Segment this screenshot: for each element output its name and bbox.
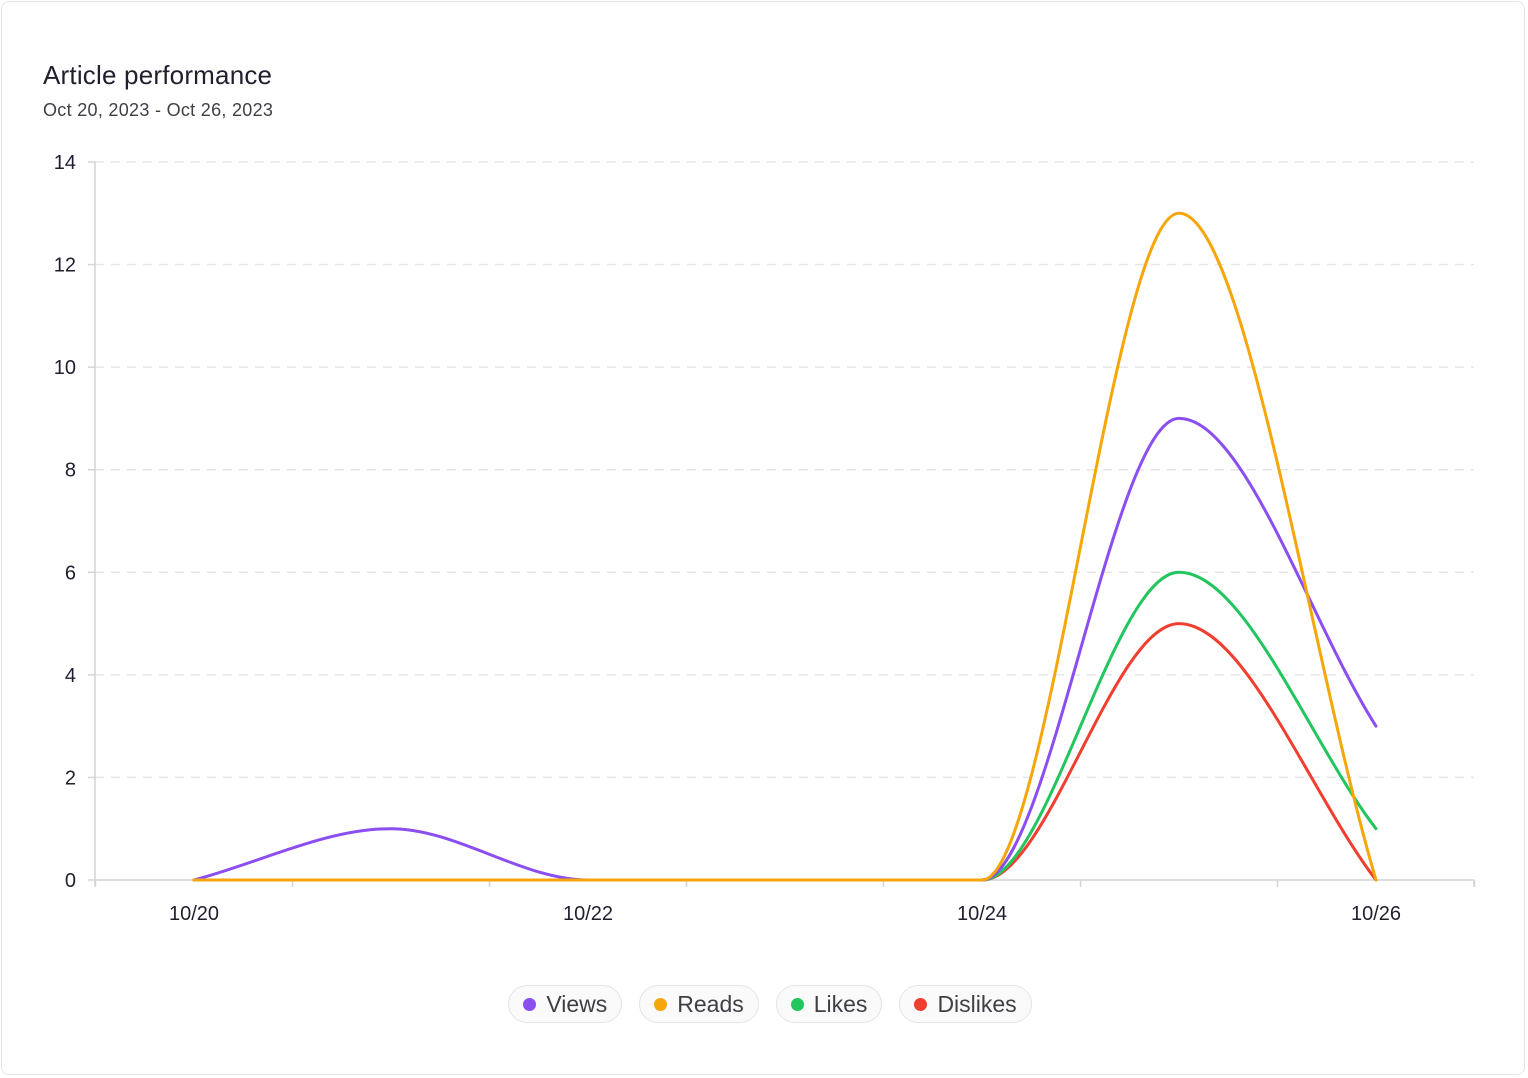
legend-dot-icon — [523, 997, 537, 1011]
series-line-dislikes — [192, 622, 1378, 882]
grid-lines — [95, 161, 1474, 779]
series-lines — [192, 211, 1378, 882]
x-tick-label: 10/20 — [169, 903, 219, 925]
y-tick-label: 0 — [65, 870, 76, 892]
legend-item-views[interactable]: Views — [508, 985, 623, 1023]
axes: 0 2 4 6 8 10 12 14 10/20 10/22 10/24 10/26 — [54, 152, 1476, 925]
y-tick-label: 8 — [65, 460, 76, 482]
series-line-reads — [192, 211, 1378, 882]
y-tick-label: 2 — [65, 767, 76, 789]
chart-legend: Views Reads Likes Dislikes — [0, 985, 1528, 1023]
legend-item-likes[interactable]: Likes — [775, 985, 883, 1023]
x-tick-label: 10/26 — [1351, 903, 1401, 925]
y-tick-label: 10 — [54, 357, 76, 379]
y-tick-label: 4 — [65, 665, 76, 687]
legend-label: Reads — [677, 990, 744, 1017]
legend-dot-icon — [790, 997, 804, 1011]
legend-item-dislikes[interactable]: Dislikes — [899, 985, 1032, 1023]
legend-dot-icon — [654, 997, 668, 1011]
legend-item-reads[interactable]: Reads — [639, 985, 759, 1023]
date-range: Oct 20, 2023 - Oct 26, 2023 — [43, 100, 274, 120]
x-tick-label: 10/24 — [957, 903, 1007, 925]
series-line-views — [192, 416, 1378, 882]
legend-label: Dislikes — [937, 990, 1017, 1017]
legend-label: Likes — [813, 990, 868, 1017]
y-tick-label: 14 — [54, 152, 76, 174]
legend-dot-icon — [914, 997, 928, 1011]
y-tick-label: 6 — [65, 562, 76, 584]
series-line-likes — [192, 570, 1378, 882]
x-tick-label: 10/22 — [563, 903, 613, 925]
chart-title: Article performance — [43, 60, 273, 90]
legend-label: Views — [546, 990, 608, 1017]
y-tick-label: 12 — [54, 255, 76, 277]
